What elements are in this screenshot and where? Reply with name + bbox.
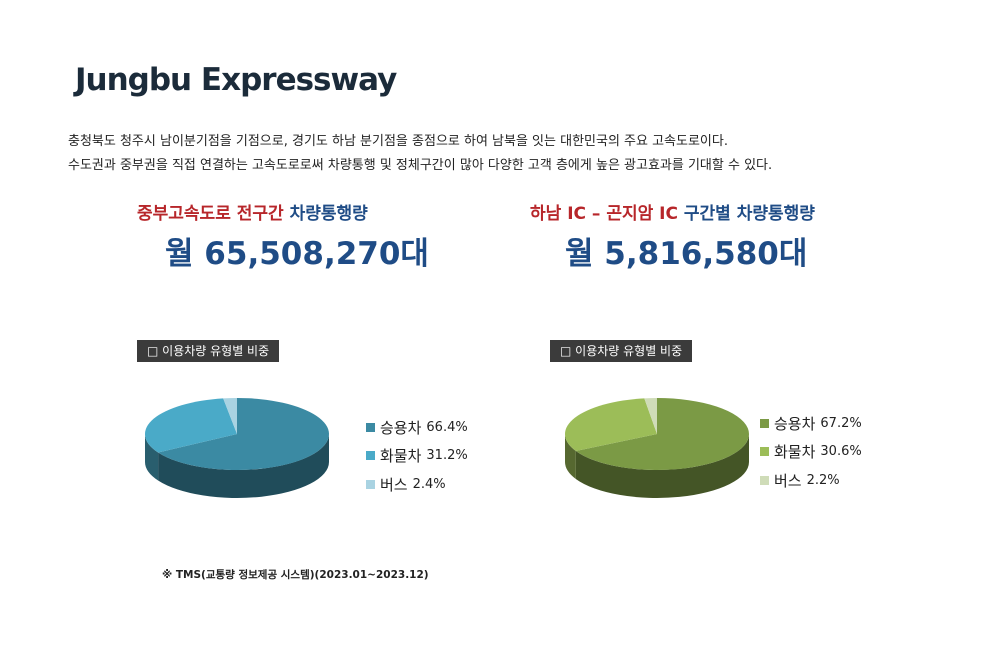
stat-value-total: 월 65,508,270대 <box>165 236 429 272</box>
legend-swatch <box>760 447 769 457</box>
stat-label-blue: 차량통행량 <box>289 204 368 224</box>
legend-label: 화물차 <box>380 447 422 466</box>
pie-slice-화물차 <box>145 398 237 453</box>
stat-label-blue: 구간별 차량통행량 <box>683 204 815 224</box>
legend-swatch <box>760 475 769 485</box>
description-line: 수도권과 중부권을 직접 연결하는 고속도로로써 차량통행 및 정체구간이 많아… <box>68 158 773 173</box>
pie-side-승용차 <box>158 434 329 498</box>
legend-total: 승용차 66.4% 화물차 31.2% 버스 2.4% <box>366 413 468 499</box>
legend-item: 화물차 31.2% <box>366 442 468 471</box>
stat-value-section: 월 5,816,580대 <box>565 236 808 272</box>
legend-swatch <box>366 422 375 432</box>
legend-item: 화물차 30.6% <box>760 438 862 467</box>
chart-title-badge: □ 이용차량 유형별 비중 <box>550 340 693 362</box>
chart-title-badge: □ 이용차량 유형별 비중 <box>137 340 280 362</box>
pie-slice-화물차 <box>565 398 657 451</box>
stat-label-red: 중부고속도로 전구간 <box>137 204 284 224</box>
legend-swatch <box>366 479 375 489</box>
legend-label: 승용차 <box>380 418 422 437</box>
pie-slice-승용차 <box>575 398 749 470</box>
legend-item: 승용차 66.4% <box>366 413 468 442</box>
legend-value: 66.4% <box>426 419 468 435</box>
pie-slice-버스 <box>644 398 657 434</box>
legend-item: 승용차 67.2% <box>760 409 862 438</box>
legend-item: 버스 2.4% <box>366 470 468 499</box>
legend-value: 67.2% <box>820 415 862 431</box>
legend-value: 2.2% <box>806 472 840 488</box>
pie-chart-section <box>565 398 749 498</box>
stat-heading-section: 하남 IC – 곤지암 IC 구간별 차량통행량 <box>530 199 815 224</box>
source-note: ※ TMS(교통량 정보제공 시스템)(2023.01~2023.12) <box>162 569 429 581</box>
stat-heading-total: 중부고속도로 전구간 차량통행량 <box>137 199 368 224</box>
pie-chart-total <box>145 398 329 498</box>
legend-item: 버스 2.2% <box>760 466 862 495</box>
legend-value: 31.2% <box>426 448 468 464</box>
stat-label-red: 하남 IC – 곤지암 IC <box>530 204 678 224</box>
legend-label: 화물차 <box>774 443 816 462</box>
pie-side-화물차 <box>565 434 576 479</box>
legend-swatch <box>760 418 769 428</box>
legend-value: 2.4% <box>412 476 446 492</box>
legend-value: 30.6% <box>820 444 862 460</box>
legend-label: 버스 <box>774 471 802 490</box>
pie-side-승용차 <box>575 434 749 498</box>
legend-label: 버스 <box>380 475 408 494</box>
page-title: Jungbu Expressway <box>75 62 397 98</box>
legend-label: 승용차 <box>774 414 816 433</box>
pie-slice-승용차 <box>158 398 329 470</box>
pie-slice-버스 <box>223 398 237 434</box>
pie-side-화물차 <box>145 434 159 481</box>
description-line: 충청북도 청주시 남이분기점을 기점으로, 경기도 하남 분기점을 종점으로 하… <box>68 134 728 149</box>
description: 충청북도 청주시 남이분기점을 기점으로, 경기도 하남 분기점을 종점으로 하… <box>68 130 772 178</box>
legend-swatch <box>366 451 375 461</box>
legend-section: 승용차 67.2% 화물차 30.6% 버스 2.2% <box>760 409 862 495</box>
